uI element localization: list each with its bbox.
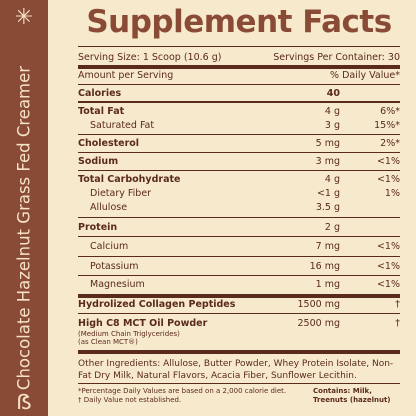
divider [78, 170, 400, 171]
nutrient-dv: 15%* [374, 120, 400, 131]
nutrient-dv: <1% [376, 279, 400, 290]
mct-subtext-line: (Medium Chain Triglycerides) [78, 330, 180, 338]
star-icon: ✳ [14, 5, 34, 30]
allergen-contains: Contains: Milk, [313, 387, 372, 395]
allergen-treenuts: Treenuts (hazelnut) [313, 396, 391, 404]
nutrient-amount: 1500 mg [297, 299, 340, 310]
nutrient-label: Total Fat [78, 106, 125, 117]
nutrient-amount: 16 mg [309, 261, 340, 272]
servings-per-container: Servings Per Container: 30 [273, 52, 400, 63]
product-flavor: Chocolate Hazelnut [14, 223, 34, 391]
nutrient-amount: <1 g [316, 188, 340, 199]
nutrient-label: Calories [78, 88, 122, 99]
divider [78, 294, 400, 298]
product-sidebar: ✳ Chocolate Hazelnut Grass Fed Creamer ẞ [0, 0, 48, 416]
daily-value-header: % Daily Value* [330, 70, 400, 81]
nutrient-dv: <1% [376, 156, 400, 167]
nutrient-dv: <1% [376, 261, 400, 272]
nutrient-label: Potassium [90, 261, 139, 272]
nutrient-amount: 3 g [324, 120, 340, 131]
nutrient-label: Cholesterol [78, 138, 140, 149]
divider [78, 350, 400, 354]
other-ingredients: Other Ingredients: Allulose, Butter Powd… [78, 359, 394, 381]
nutrient-amount: 3 mg [315, 156, 340, 167]
divider [78, 84, 400, 85]
nutrient-amount: 4 g [324, 174, 340, 185]
nutrient-label: Magnesium [90, 279, 145, 290]
nutrient-dv: † [395, 299, 400, 310]
nutrient-amount: 5 mg [315, 138, 340, 149]
nutrient-label: Saturated Fat [90, 120, 155, 131]
divider [78, 236, 400, 237]
nutrient-amount: 2500 mg [297, 318, 340, 329]
nutrient-amount: 7 mg [315, 241, 340, 252]
divider [78, 46, 400, 47]
nutrient-label: Dietary Fiber [90, 188, 152, 199]
divider [78, 256, 400, 257]
divider [78, 383, 400, 384]
divider [78, 101, 400, 103]
nutrient-label: High C8 MCT Oil Powder [78, 318, 208, 329]
divider [78, 275, 400, 276]
amount-per-serving: Amount per Serving [78, 70, 174, 81]
nutrient-label: Hydrolized Collagen Peptides [78, 299, 236, 310]
panel-title: Supplement Facts [86, 4, 392, 40]
nutrient-label: Calcium [90, 241, 129, 252]
mct-subtext-line: (as Clean MCT®) [78, 338, 138, 346]
nutrient-amount: 2 g [324, 222, 340, 233]
divider [78, 313, 400, 314]
nutrient-dv: † [395, 318, 400, 329]
nutrient-dv: 1% [384, 188, 400, 199]
divider [78, 152, 400, 153]
nutrient-amount: 40 [326, 88, 340, 99]
footnote-daily-value: *Percentage Daily Values are based on a … [78, 387, 287, 395]
supplement-facts-panel: Supplement Facts Serving Size: 1 Scoop (… [78, 0, 400, 416]
nutrient-label: Allulose [90, 202, 128, 213]
brand-b-logo: ẞ [16, 390, 32, 414]
serving-size: Serving Size: 1 Scoop (10.6 g) [78, 52, 222, 63]
nutrient-amount: 3.5 g [315, 202, 340, 213]
nutrient-dv: 6%* [380, 106, 400, 117]
nutrient-amount: 4 g [324, 106, 340, 117]
nutrient-label: Total Carbohydrate [78, 174, 181, 185]
divider [78, 65, 400, 69]
product-type: Grass Fed Creamer [14, 65, 34, 224]
nutrient-label: Protein [78, 222, 118, 233]
nutrient-dv: 2%* [380, 138, 400, 149]
nutrient-dv: <1% [376, 241, 400, 252]
nutrient-label: Sodium [78, 156, 119, 167]
divider [78, 134, 400, 135]
footnote-not-established: † Daily Value not established. [78, 396, 182, 404]
product-name-vertical: Chocolate Hazelnut Grass Fed Creamer [15, 66, 34, 390]
divider [78, 217, 400, 218]
nutrient-dv: <1% [376, 174, 400, 185]
nutrient-amount: 1 mg [315, 279, 340, 290]
